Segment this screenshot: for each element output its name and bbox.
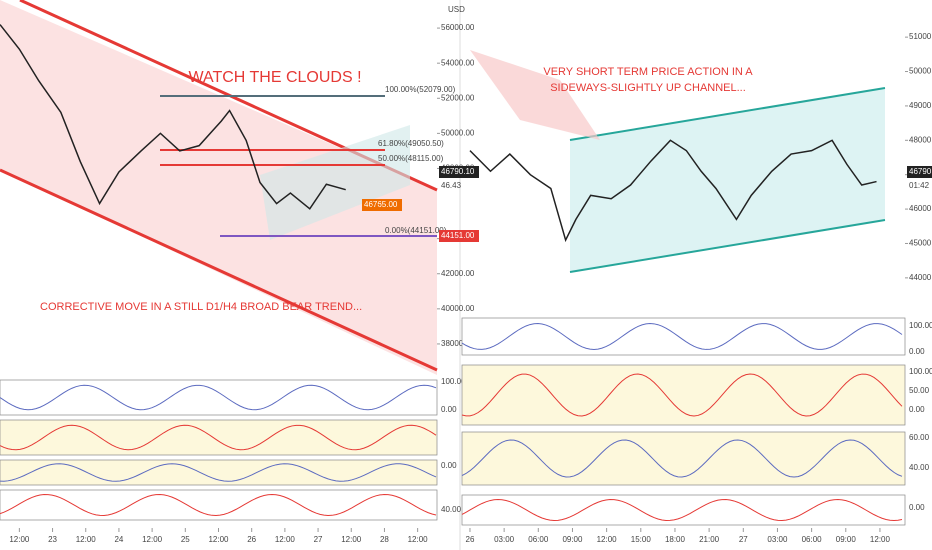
channel-line bbox=[569, 219, 886, 273]
indicator-panel bbox=[0, 459, 438, 486]
y-tick-label: 49000.00 bbox=[909, 101, 932, 110]
x-tick-label: 26 bbox=[466, 535, 475, 544]
indicator-label: 40.00 bbox=[441, 505, 462, 514]
y-tick-label: 38000.00 bbox=[441, 339, 475, 348]
x-tick-label: 12:00 bbox=[76, 535, 97, 544]
price-label: 46.43 bbox=[441, 181, 462, 190]
x-tick-label: 26 bbox=[247, 535, 256, 544]
indicator-label: 0.00 bbox=[441, 405, 457, 414]
x-tick-label: 25 bbox=[181, 535, 190, 544]
indicator-panel bbox=[461, 317, 906, 356]
x-tick-label: 03:00 bbox=[494, 535, 515, 544]
price-line bbox=[469, 139, 877, 243]
x-tick-label: 24 bbox=[114, 535, 123, 544]
indicator-line bbox=[461, 439, 903, 478]
fib-label: 0.00%(44151.00) bbox=[385, 226, 447, 235]
price-line bbox=[0, 24, 346, 210]
indicator-label: 0.00 bbox=[909, 503, 925, 512]
price-tag bbox=[907, 166, 932, 178]
x-tick-label: 21:00 bbox=[699, 535, 720, 544]
y-tick-label: 45000.00 bbox=[909, 239, 932, 248]
indicator-label: 0.00 bbox=[441, 461, 457, 470]
indicator-line bbox=[461, 373, 903, 417]
annotation: CORRECTIVE MOVE IN A STILL D1/H4 BROAD B… bbox=[40, 301, 362, 313]
indicator-panel bbox=[461, 431, 906, 486]
unit-label: USD bbox=[448, 5, 465, 14]
price-tag bbox=[439, 166, 479, 178]
indicator-line bbox=[0, 463, 437, 482]
price-label: 46790.10 bbox=[909, 167, 932, 176]
indicator-panel bbox=[0, 419, 438, 456]
x-tick-label: 12:00 bbox=[275, 535, 296, 544]
x-tick-label: 06:00 bbox=[528, 535, 549, 544]
price-label: 44151.00 bbox=[441, 231, 475, 240]
x-tick-label: 12:00 bbox=[9, 535, 30, 544]
indicator-label: 100.00 bbox=[909, 367, 932, 376]
x-tick-label: 12:00 bbox=[870, 535, 891, 544]
indicator-label: 100.00 bbox=[909, 321, 932, 330]
channel-line bbox=[569, 87, 886, 141]
y-tick-label: 52000.00 bbox=[441, 93, 475, 102]
price-label: 46765.00 bbox=[364, 200, 398, 209]
up-channel bbox=[260, 125, 410, 240]
y-tick-label: 56000.00 bbox=[441, 23, 475, 32]
annotation: VERY SHORT TERM PRICE ACTION IN A bbox=[543, 66, 753, 78]
x-tick-label: 12:00 bbox=[208, 535, 229, 544]
x-tick-label: 12:00 bbox=[597, 535, 618, 544]
x-tick-label: 23 bbox=[48, 535, 57, 544]
x-tick-label: 15:00 bbox=[631, 535, 652, 544]
y-tick-label: 51000.00 bbox=[909, 32, 932, 41]
y-tick-label: 40000.00 bbox=[441, 304, 475, 313]
y-tick-label: 42000.00 bbox=[441, 269, 475, 278]
x-tick-label: 06:00 bbox=[802, 535, 823, 544]
x-tick-label: 12:00 bbox=[408, 535, 429, 544]
fib-label: 61.80%(49050.50) bbox=[378, 139, 444, 148]
y-tick-label: 54000.00 bbox=[441, 58, 475, 67]
up-channel bbox=[570, 88, 885, 272]
x-tick-label: 28 bbox=[380, 535, 389, 544]
price-tag bbox=[362, 199, 402, 211]
indicator-line bbox=[461, 323, 903, 350]
annotation: WATCH THE CLOUDS ! bbox=[188, 69, 361, 86]
x-tick-label: 27 bbox=[314, 535, 323, 544]
price-label: 46790.10 bbox=[441, 167, 475, 176]
annotation: SIDEWAYS-SLIGHTLY UP CHANNEL... bbox=[550, 82, 746, 94]
indicator-label: 0.00 bbox=[909, 347, 925, 356]
y-tick-label: 50000.00 bbox=[909, 67, 932, 76]
y-tick-label: 46000.00 bbox=[909, 204, 932, 213]
x-tick-label: 12:00 bbox=[142, 535, 163, 544]
y-tick-label: 44000.00 bbox=[909, 273, 932, 282]
indicator-label: 100.00 bbox=[441, 377, 466, 386]
channel-line bbox=[0, 168, 438, 372]
indicator-label: 60.00 bbox=[909, 433, 930, 442]
fib-label: 50.00%(48115.00) bbox=[378, 154, 444, 163]
indicator-panel bbox=[461, 364, 906, 426]
indicator-line bbox=[461, 498, 903, 522]
indicator-line bbox=[0, 493, 437, 516]
price-label: 01:42 bbox=[909, 181, 930, 190]
x-tick-label: 18:00 bbox=[665, 535, 686, 544]
x-tick-label: 09:00 bbox=[836, 535, 857, 544]
y-tick-label: 50000.00 bbox=[441, 128, 475, 137]
x-tick-label: 03:00 bbox=[767, 535, 788, 544]
price-label: XS bbox=[370, 203, 381, 212]
price-tag bbox=[439, 230, 479, 242]
x-tick-label: 27 bbox=[739, 535, 748, 544]
cloud bbox=[470, 50, 600, 140]
indicator-line bbox=[0, 384, 437, 411]
y-tick-label: 48000.00 bbox=[909, 135, 932, 144]
x-tick-label: 12:00 bbox=[341, 535, 362, 544]
indicator-label: 50.00 bbox=[909, 386, 930, 395]
x-tick-label: 09:00 bbox=[562, 535, 583, 544]
bear-channel bbox=[0, 0, 437, 375]
indicator-line bbox=[0, 424, 437, 451]
indicator-label: 0.00 bbox=[909, 405, 925, 414]
indicator-label: 40.00 bbox=[909, 463, 930, 472]
fib-label: 100.00%(52079.00) bbox=[385, 85, 456, 94]
